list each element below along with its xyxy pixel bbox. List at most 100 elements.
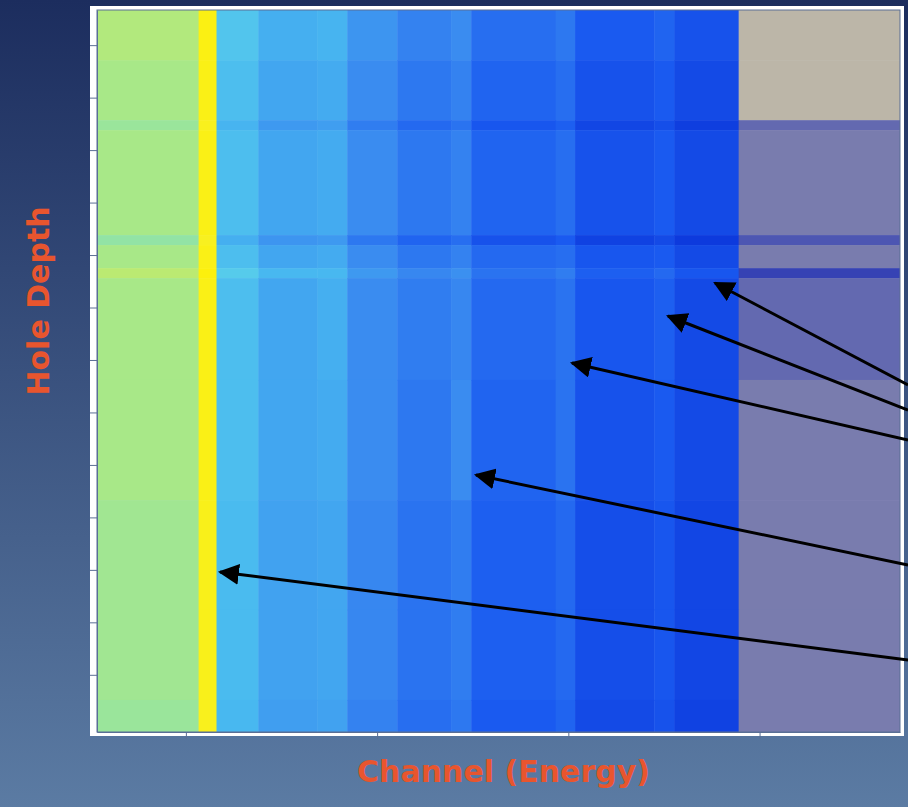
x-tick-mark [377, 732, 378, 739]
heat-cell [739, 130, 900, 235]
heat-cell [347, 130, 398, 235]
heat-cell [575, 245, 655, 269]
heat-cell [674, 610, 739, 701]
arrow [476, 475, 908, 565]
heat-cell [347, 60, 398, 120]
heat-cell [451, 610, 472, 701]
heat-cell [674, 700, 739, 732]
heat-cell [317, 268, 347, 278]
heat-cell [674, 130, 739, 235]
heat-cell [674, 278, 739, 380]
heat-cell [199, 380, 217, 501]
y-tick [90, 675, 97, 676]
heat-cell [556, 610, 576, 701]
x-tick-mark [186, 732, 187, 739]
heat-cell [739, 500, 900, 610]
heat-cell [97, 60, 199, 120]
y-tick-mark [90, 203, 97, 204]
heat-cell [317, 610, 347, 701]
heat-cell [674, 10, 739, 61]
heat-cell [556, 268, 576, 278]
heat-cell [258, 380, 318, 501]
x-tick-mark [760, 732, 761, 739]
heat-cell [397, 120, 451, 130]
heat-cell [199, 235, 217, 245]
heat-cell [471, 278, 556, 380]
y-tick [90, 255, 97, 256]
background [0, 0, 908, 807]
heat-cell [451, 500, 472, 610]
heat-cell [347, 10, 398, 61]
heat-cell [654, 278, 675, 380]
heat-cell [451, 380, 472, 501]
heat-cell [471, 500, 556, 610]
heat-cell [258, 610, 318, 701]
heat-cell [317, 245, 347, 269]
heat-cell [258, 10, 318, 61]
heat-cell [674, 60, 739, 120]
heat-cell [575, 235, 655, 245]
x-axis-line [98, 732, 901, 733]
heat-cell [97, 700, 199, 732]
heat-cell [654, 235, 675, 245]
heat-cell [556, 278, 576, 380]
heat-cell [575, 60, 655, 120]
arrow [572, 363, 908, 440]
x-axis [98, 732, 901, 739]
heat-cell [317, 235, 347, 245]
y-tick [90, 360, 97, 361]
heat-cell [258, 235, 318, 245]
heat-cell [347, 245, 398, 269]
heat-cell [654, 245, 675, 269]
y-tick [90, 45, 97, 46]
heat-cell [654, 610, 675, 701]
heat-cell [397, 700, 451, 732]
heat-cell [397, 130, 451, 235]
heat-cell [471, 268, 556, 278]
heat-cell [97, 120, 199, 130]
heat-cell [347, 380, 398, 501]
heat-cell [97, 610, 199, 701]
heat-cell [217, 235, 259, 245]
heat-cell [556, 245, 576, 269]
heat-cell [347, 278, 398, 380]
x-tick [568, 732, 569, 739]
heat-cell [451, 60, 472, 120]
heat-cell [654, 120, 675, 130]
heat-cell [317, 700, 347, 732]
heat-cell [199, 268, 217, 278]
heat-cell [258, 500, 318, 610]
heat-cell [217, 380, 259, 501]
y-tick [90, 412, 97, 413]
y-tick [90, 308, 97, 309]
heat-cell [258, 245, 318, 269]
heat-cell [199, 610, 217, 701]
x-tick [377, 732, 378, 739]
heat-cell [556, 60, 576, 120]
y-tick [90, 203, 97, 204]
heat-cell [258, 130, 318, 235]
heat-cell [397, 380, 451, 501]
y-tick [90, 517, 97, 518]
heat-cell [556, 700, 576, 732]
heat-cell [451, 235, 472, 245]
heat-cell [317, 500, 347, 610]
heat-cell [654, 130, 675, 235]
heat-cell [97, 500, 199, 610]
heat-cell [97, 130, 199, 235]
heat-cell [739, 245, 900, 269]
heat-cell [451, 278, 472, 380]
heat-cell [674, 500, 739, 610]
heat-cell [674, 120, 739, 130]
heat-cell [258, 268, 318, 278]
heat-cell [347, 610, 398, 701]
heat-cell [199, 130, 217, 235]
heat-cell [199, 120, 217, 130]
y-tick-mark [90, 412, 97, 413]
heat-cell [739, 60, 900, 120]
heat-cell [397, 610, 451, 701]
y-tick-mark [90, 517, 97, 518]
heatmap [97, 10, 900, 732]
heat-cell [217, 130, 259, 235]
plot-frame [97, 10, 900, 732]
